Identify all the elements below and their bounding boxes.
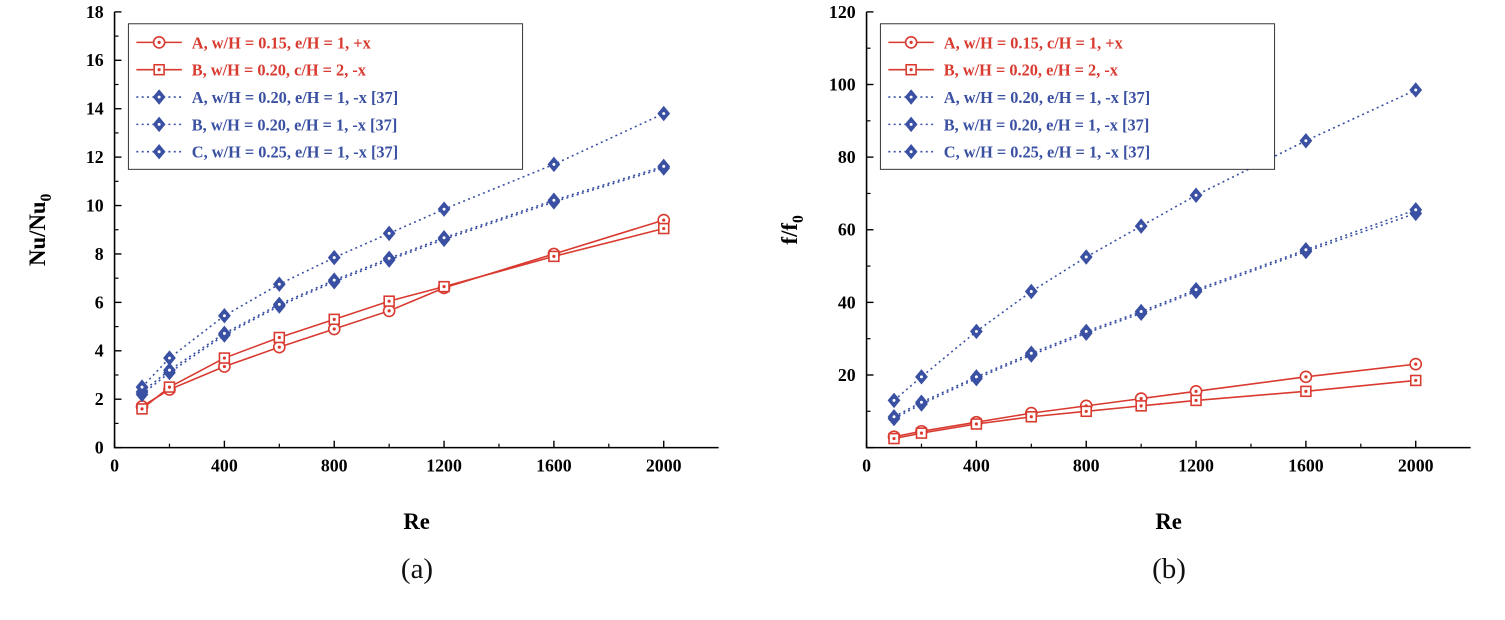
axis-titles: Re Nu/Nu0 — [25, 193, 430, 533]
svg-text:A, w/H = 0.15, c/H = 1, +x: A, w/H = 0.15, c/H = 1, +x — [944, 33, 1124, 52]
svg-text:4: 4 — [95, 341, 104, 361]
chart-b-canvas: 0 400 800 1200 1600 2000 20 40 60 80 100 120 Re f/f0 A… — [777, 2, 1471, 534]
svg-text:800: 800 — [321, 455, 348, 475]
svg-text:1600: 1600 — [536, 455, 572, 475]
svg-text:8: 8 — [95, 244, 104, 264]
chart-b: 0 400 800 1200 1600 2000 20 40 60 80 100 120 Re f/f0 A… — [752, 0, 1504, 620]
series-2 — [887, 205, 1423, 427]
svg-text:B, w/H = 0.20, e/H = 1, -x [37: B, w/H = 0.20, e/H = 1, -x [37] — [944, 115, 1149, 134]
series-0 — [887, 357, 1423, 444]
svg-text:Re: Re — [1155, 509, 1182, 534]
chart-a-canvas: 0 400 800 1200 1600 2000 0 2 4 6 8 10 12 14 16 18 Re Nu/N… — [25, 2, 719, 534]
axis-titles: Re f/f0 — [777, 215, 1182, 534]
svg-text:10: 10 — [86, 195, 104, 215]
svg-text:1200: 1200 — [426, 455, 462, 475]
svg-text:Re: Re — [403, 509, 430, 534]
chart-b-caption: (b) — [1152, 552, 1186, 585]
svg-text:C, w/H = 0.25, e/H = 1, -x [37: C, w/H = 0.25, e/H = 1, -x [37] — [944, 143, 1150, 162]
svg-text:2000: 2000 — [1398, 455, 1434, 475]
svg-text:A, w/H = 0.20, e/H = 1, -x [37: A, w/H = 0.20, e/H = 1, -x [37] — [944, 88, 1150, 107]
svg-text:0: 0 — [95, 438, 104, 458]
svg-text:0: 0 — [862, 455, 871, 475]
svg-text:1600: 1600 — [1288, 455, 1324, 475]
svg-text:2: 2 — [95, 389, 104, 409]
svg-text:0: 0 — [110, 455, 119, 475]
svg-text:1200: 1200 — [1178, 455, 1214, 475]
axes: 0 400 800 1200 1600 2000 20 40 60 80 100 120 — [829, 2, 1471, 475]
series-4 — [135, 105, 671, 395]
svg-text:6: 6 — [95, 292, 104, 312]
svg-text:A, w/H = 0.15, e/H = 1, +x: A, w/H = 0.15, e/H = 1, +x — [192, 33, 372, 52]
chart-a: 0 400 800 1200 1600 2000 0 2 4 6 8 10 12 14 16 18 Re Nu/N… — [0, 0, 752, 620]
svg-text:B, w/H = 0.20, e/H = 1, -x [37: B, w/H = 0.20, e/H = 1, -x [37] — [192, 115, 397, 134]
svg-text:B, w/H = 0.20, c/H = 2, -x: B, w/H = 0.20, c/H = 2, -x — [192, 61, 367, 80]
svg-text:20: 20 — [838, 365, 856, 385]
legend: A, w/H = 0.15, e/H = 1, +x B, w/H = 0.20,… — [127, 23, 524, 170]
svg-text:B, w/H = 0.20, e/H = 2, -x: B, w/H = 0.20, e/H = 2, -x — [944, 61, 1119, 80]
series-1 — [136, 222, 670, 415]
svg-text:80: 80 — [838, 147, 856, 167]
svg-text:16: 16 — [86, 50, 104, 70]
y-axis-title: f/f0 — [777, 215, 807, 245]
series-0 — [135, 213, 671, 413]
svg-text:40: 40 — [838, 292, 856, 312]
y-axis-title: Nu/Nu0 — [25, 193, 55, 266]
svg-text:120: 120 — [829, 2, 856, 22]
svg-text:800: 800 — [1073, 455, 1100, 475]
svg-text:12: 12 — [86, 147, 104, 167]
chart-a-caption: (a) — [400, 552, 434, 585]
series-2 — [135, 160, 671, 403]
axes: 0 400 800 1200 1600 2000 0 2 4 6 8 10 12 14 16 18 — [86, 2, 719, 475]
series-4 — [887, 82, 1423, 409]
svg-text:A, w/H = 0.20, e/H = 1, -x [37: A, w/H = 0.20, e/H = 1, -x [37] — [192, 88, 398, 107]
series-3 — [887, 202, 1423, 425]
series-1 — [888, 374, 1422, 445]
svg-text:60: 60 — [838, 220, 856, 240]
legend: A, w/H = 0.15, c/H = 1, +x B, w/H = 0.20,… — [879, 23, 1276, 170]
svg-text:18: 18 — [86, 2, 104, 22]
svg-text:400: 400 — [963, 455, 990, 475]
svg-text:400: 400 — [211, 455, 238, 475]
svg-text:100: 100 — [829, 74, 856, 94]
svg-text:14: 14 — [86, 99, 104, 119]
svg-text:2000: 2000 — [646, 455, 682, 475]
svg-text:C, w/H = 0.25, e/H = 1, -x [37: C, w/H = 0.25, e/H = 1, -x [37] — [192, 143, 398, 162]
